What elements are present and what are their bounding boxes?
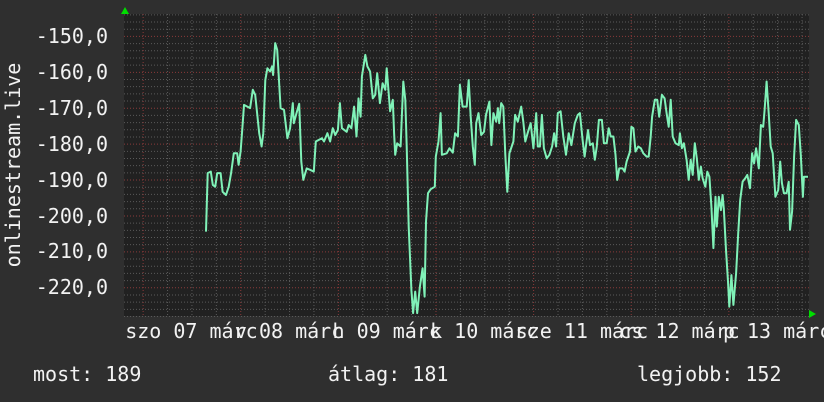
y-tick-label: -220,0 — [35, 275, 108, 299]
current-value: most: 189 — [33, 362, 142, 386]
y-tick-label: -160,0 — [35, 60, 108, 84]
y-axis-arrow-icon — [121, 7, 129, 14]
average-value: átlag: 181 — [328, 362, 449, 386]
y-tick-label: -190,0 — [35, 168, 108, 192]
x-tick-label: h 09 márc — [332, 319, 441, 343]
x-tick-label: p 13 márc — [722, 319, 824, 343]
x-tick-label: v 08 márc — [234, 319, 344, 343]
x-tick-label: szo 07 márc — [125, 319, 258, 343]
x-tick-label: k 10 márc — [430, 319, 539, 343]
y-tick-label: -210,0 — [35, 239, 108, 263]
y-tick-label: -180,0 — [35, 132, 108, 156]
x-tick-label: sze 11 márc — [515, 319, 649, 343]
series-line — [205, 42, 808, 315]
y-tick-label: -170,0 — [35, 96, 108, 120]
y-tick-label: -200,0 — [35, 204, 108, 228]
x-tick-label: cs 12 márc — [619, 319, 740, 343]
best-value: legjobb: 152 — [637, 362, 782, 386]
y-tick-label: -150,0 — [35, 24, 108, 48]
grid — [124, 14, 809, 317]
x-axis-arrow-icon — [809, 310, 816, 318]
